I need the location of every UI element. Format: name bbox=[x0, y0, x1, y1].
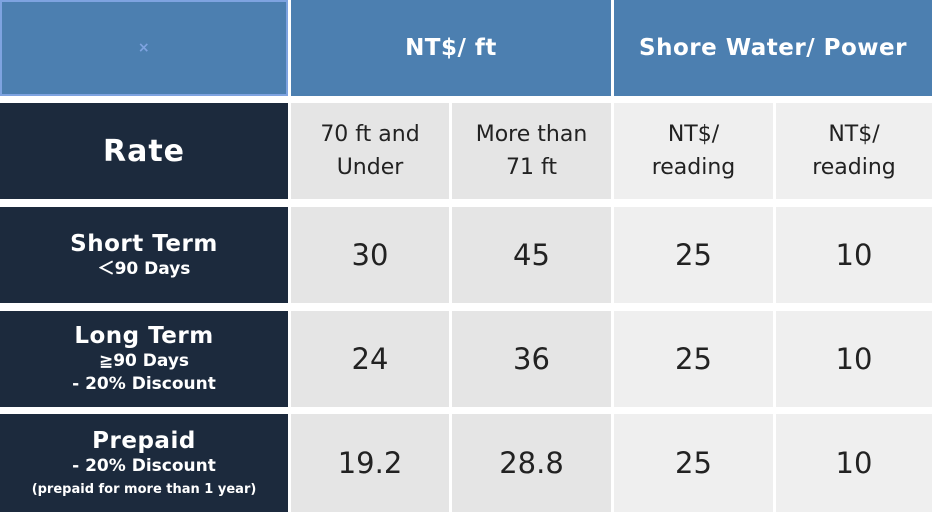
header-shore-water-power: Shore Water/ Power bbox=[614, 0, 932, 96]
cell-value: 25 bbox=[675, 342, 712, 376]
cell-value: 30 bbox=[351, 238, 389, 272]
cell-value: 10 bbox=[835, 446, 873, 480]
table-cell: 19.2 bbox=[291, 414, 449, 512]
subheader-power-line2: reading bbox=[812, 155, 896, 180]
table-cell: 10 bbox=[776, 414, 932, 512]
row-label-short-term: Short Term ＜90 Days bbox=[0, 207, 288, 303]
subheader-70ft-line2: Under bbox=[336, 155, 404, 180]
table-cell: 28.8 bbox=[452, 414, 611, 512]
table-cell: 24 bbox=[291, 311, 449, 407]
cell-value: 25 bbox=[675, 238, 712, 272]
subheader-71ft-line1: More than bbox=[475, 122, 588, 147]
row-subtitle: - 20% Discount bbox=[72, 455, 216, 476]
table-cell: 10 bbox=[776, 207, 932, 303]
cell-value: 36 bbox=[513, 342, 550, 376]
subheader-power-line1: NT$/ bbox=[828, 122, 880, 147]
cell-value: 10 bbox=[835, 238, 873, 272]
rate-label: Rate bbox=[102, 133, 186, 169]
cell-value: 25 bbox=[675, 446, 712, 480]
row-note: (prepaid for more than 1 year) bbox=[31, 481, 257, 497]
table-cell: 36 bbox=[452, 311, 611, 407]
row-label-long-term: Long Term ≧90 Days - 20% Discount bbox=[0, 311, 288, 407]
subheader-power-reading: NT$/ reading bbox=[776, 103, 932, 199]
header-shore-label: Shore Water/ Power bbox=[639, 35, 907, 61]
subheader-water-reading: NT$/ reading bbox=[614, 103, 773, 199]
row-subtitle: - 20% Discount bbox=[72, 374, 216, 394]
table-cell: 30 bbox=[291, 207, 449, 303]
table-cell: 10 bbox=[776, 311, 932, 407]
cell-value: 19.2 bbox=[337, 446, 403, 480]
subheader-water-line2: reading bbox=[651, 155, 736, 180]
subheader-water-line1: NT$/ bbox=[667, 122, 720, 147]
subheader-70ft-line1: 70 ft and bbox=[320, 122, 420, 147]
close-icon: × bbox=[137, 40, 151, 56]
cell-value: 24 bbox=[351, 342, 389, 376]
cell-value: 45 bbox=[513, 238, 550, 272]
rate-label-cell: Rate bbox=[0, 103, 288, 199]
header-nt-per-ft-label: NT$/ ft bbox=[405, 35, 497, 61]
subheader-more-than-71ft: More than 71 ft bbox=[452, 103, 611, 199]
cell-value: 10 bbox=[835, 342, 873, 376]
row-title: Prepaid bbox=[92, 427, 196, 454]
cell-value: 28.8 bbox=[499, 446, 564, 480]
row-subtitle: ＜90 Days bbox=[97, 258, 191, 279]
subheader-70ft-under: 70 ft and Under bbox=[291, 103, 449, 199]
table-cell: 25 bbox=[614, 414, 773, 512]
table-cell: 25 bbox=[614, 207, 773, 303]
row-title: Long Term bbox=[74, 323, 214, 349]
row-subtitle: ≧90 Days bbox=[98, 351, 190, 371]
subheader-71ft-line2: 71 ft bbox=[506, 155, 557, 180]
table-cell: 25 bbox=[614, 311, 773, 407]
row-label-prepaid: Prepaid - 20% Discount (prepaid for more… bbox=[0, 414, 288, 512]
table-cell: 45 bbox=[452, 207, 611, 303]
header-nt-per-ft: NT$/ ft bbox=[291, 0, 611, 96]
header-corner-cell: × bbox=[0, 0, 288, 96]
row-title: Short Term bbox=[70, 230, 218, 257]
